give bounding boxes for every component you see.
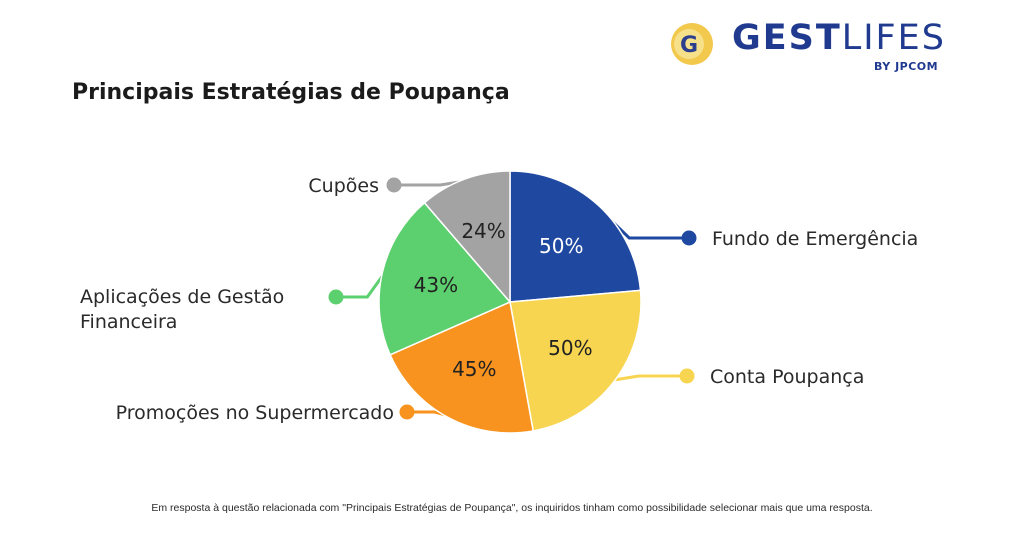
brand-name-light: LIFES [841,18,947,58]
slice-percentage-label: 45% [452,357,496,381]
pie-slice [509,289,642,432]
callout-dot [679,368,695,384]
slice-category-label: Aplicações de Gestão Financeira [80,286,284,333]
callout-dot [328,289,344,305]
slice-percentage-label: 43% [414,273,458,297]
slice-percentage-label: 24% [461,219,505,243]
slice-percentage-label: 50% [548,336,592,360]
brand-name-bold: GEST [732,18,842,58]
pie-slice [389,300,535,434]
logo-letter: G [680,33,698,58]
page-title: Principais Estratégias de Poupança [72,80,510,105]
footnote: Em resposta à questão relacionada com "P… [151,502,873,514]
brand-sub: BY JPCOM [874,60,939,73]
slice-category-label: Fundo de Emergência [712,228,918,250]
slice-percentage-label: 50% [539,234,583,258]
callout-dot [399,404,415,420]
callout-line [612,374,687,382]
slice-category-label: Promoções no Supermercado [116,402,394,424]
pie-slice [378,201,512,356]
slice-category-label: Cupões [308,175,379,197]
callout-dot [681,230,697,246]
callout-dot [386,177,402,193]
brand-name: GESTLIFES [732,18,946,58]
logo-mark-icon: G [671,23,713,65]
pie-slice [423,170,511,305]
pie-slice [509,170,642,303]
slice-category-label: Conta Poupança [710,366,864,388]
brand-logo: G GESTLIFES BY JPCOM [668,18,958,73]
callout-line [336,272,386,299]
